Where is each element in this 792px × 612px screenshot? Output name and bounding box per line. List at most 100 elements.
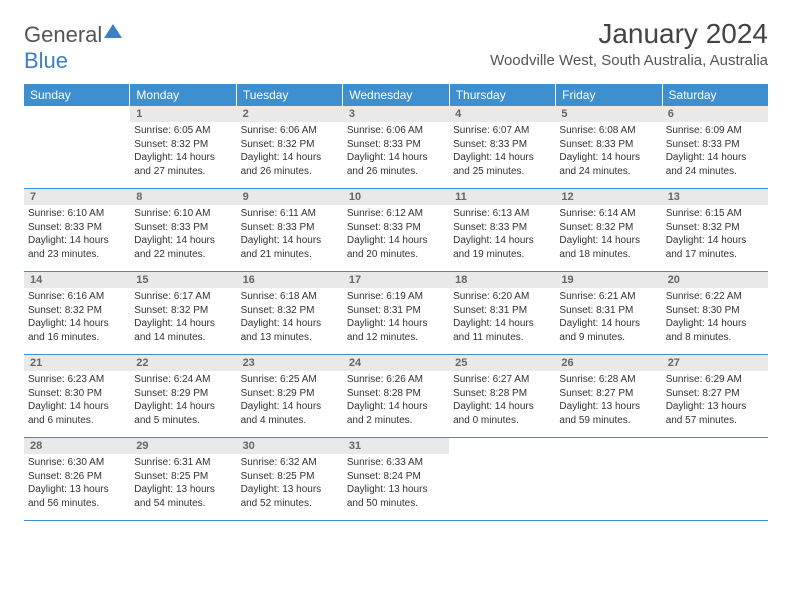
day-details: Sunrise: 6:21 AMSunset: 8:31 PMDaylight:…: [555, 288, 661, 348]
day-cell: 28Sunrise: 6:30 AMSunset: 8:26 PMDayligh…: [24, 438, 130, 520]
day-details: Sunrise: 6:32 AMSunset: 8:25 PMDaylight:…: [237, 454, 343, 514]
day-details: Sunrise: 6:24 AMSunset: 8:29 PMDaylight:…: [130, 371, 236, 431]
day-details: Sunrise: 6:07 AMSunset: 8:33 PMDaylight:…: [449, 122, 555, 182]
week-row: 28Sunrise: 6:30 AMSunset: 8:26 PMDayligh…: [24, 438, 768, 521]
day-details: Sunrise: 6:08 AMSunset: 8:33 PMDaylight:…: [555, 122, 661, 182]
day-cell: 11Sunrise: 6:13 AMSunset: 8:33 PMDayligh…: [449, 189, 555, 271]
day-cell: 13Sunrise: 6:15 AMSunset: 8:32 PMDayligh…: [662, 189, 768, 271]
day-details: Sunrise: 6:06 AMSunset: 8:33 PMDaylight:…: [343, 122, 449, 182]
day-number: 10: [343, 189, 449, 205]
day-cell: [662, 438, 768, 520]
day-number: 11: [449, 189, 555, 205]
day-details: Sunrise: 6:33 AMSunset: 8:24 PMDaylight:…: [343, 454, 449, 514]
day-cell: 5Sunrise: 6:08 AMSunset: 8:33 PMDaylight…: [555, 106, 661, 188]
day-details: Sunrise: 6:25 AMSunset: 8:29 PMDaylight:…: [237, 371, 343, 431]
day-number: 23: [237, 355, 343, 371]
day-number: 27: [662, 355, 768, 371]
day-cell: 15Sunrise: 6:17 AMSunset: 8:32 PMDayligh…: [130, 272, 236, 354]
day-number: 25: [449, 355, 555, 371]
day-number: 13: [662, 189, 768, 205]
day-cell: 2Sunrise: 6:06 AMSunset: 8:32 PMDaylight…: [237, 106, 343, 188]
day-details: Sunrise: 6:15 AMSunset: 8:32 PMDaylight:…: [662, 205, 768, 265]
day-details: Sunrise: 6:20 AMSunset: 8:31 PMDaylight:…: [449, 288, 555, 348]
day-number: 31: [343, 438, 449, 454]
title-block: January 2024 Woodville West, South Austr…: [490, 18, 768, 69]
day-cell: 23Sunrise: 6:25 AMSunset: 8:29 PMDayligh…: [237, 355, 343, 437]
day-details: Sunrise: 6:10 AMSunset: 8:33 PMDaylight:…: [24, 205, 130, 265]
day-cell: [555, 438, 661, 520]
day-details: Sunrise: 6:12 AMSunset: 8:33 PMDaylight:…: [343, 205, 449, 265]
day-number: 17: [343, 272, 449, 288]
day-details: Sunrise: 6:23 AMSunset: 8:30 PMDaylight:…: [24, 371, 130, 431]
logo-word1: General: [24, 22, 102, 47]
day-header-row: SundayMondayTuesdayWednesdayThursdayFrid…: [24, 84, 768, 106]
day-details: Sunrise: 6:31 AMSunset: 8:25 PMDaylight:…: [130, 454, 236, 514]
day-cell: 30Sunrise: 6:32 AMSunset: 8:25 PMDayligh…: [237, 438, 343, 520]
day-cell: 9Sunrise: 6:11 AMSunset: 8:33 PMDaylight…: [237, 189, 343, 271]
day-number: 3: [343, 106, 449, 122]
day-cell: 25Sunrise: 6:27 AMSunset: 8:28 PMDayligh…: [449, 355, 555, 437]
day-number: 28: [24, 438, 130, 454]
day-cell: 20Sunrise: 6:22 AMSunset: 8:30 PMDayligh…: [662, 272, 768, 354]
day-details: Sunrise: 6:10 AMSunset: 8:33 PMDaylight:…: [130, 205, 236, 265]
day-number: 20: [662, 272, 768, 288]
day-details: Sunrise: 6:30 AMSunset: 8:26 PMDaylight:…: [24, 454, 130, 514]
day-number: 6: [662, 106, 768, 122]
day-cell: 3Sunrise: 6:06 AMSunset: 8:33 PMDaylight…: [343, 106, 449, 188]
day-cell: 22Sunrise: 6:24 AMSunset: 8:29 PMDayligh…: [130, 355, 236, 437]
day-cell: 14Sunrise: 6:16 AMSunset: 8:32 PMDayligh…: [24, 272, 130, 354]
day-details: Sunrise: 6:13 AMSunset: 8:33 PMDaylight:…: [449, 205, 555, 265]
day-number: 30: [237, 438, 343, 454]
day-details: Sunrise: 6:22 AMSunset: 8:30 PMDaylight:…: [662, 288, 768, 348]
page-header: General Blue January 2024 Woodville West…: [24, 18, 768, 74]
day-header: Wednesday: [343, 84, 449, 106]
day-cell: 31Sunrise: 6:33 AMSunset: 8:24 PMDayligh…: [343, 438, 449, 520]
logo: General Blue: [24, 18, 122, 74]
day-header: Monday: [130, 84, 236, 106]
day-details: Sunrise: 6:19 AMSunset: 8:31 PMDaylight:…: [343, 288, 449, 348]
day-cell: [449, 438, 555, 520]
day-cell: 19Sunrise: 6:21 AMSunset: 8:31 PMDayligh…: [555, 272, 661, 354]
day-header: Tuesday: [237, 84, 343, 106]
day-details: Sunrise: 6:28 AMSunset: 8:27 PMDaylight:…: [555, 371, 661, 431]
day-cell: 12Sunrise: 6:14 AMSunset: 8:32 PMDayligh…: [555, 189, 661, 271]
week-row: 7Sunrise: 6:10 AMSunset: 8:33 PMDaylight…: [24, 189, 768, 272]
calendar: SundayMondayTuesdayWednesdayThursdayFrid…: [24, 84, 768, 521]
day-number: 18: [449, 272, 555, 288]
day-cell: 16Sunrise: 6:18 AMSunset: 8:32 PMDayligh…: [237, 272, 343, 354]
day-number: [555, 438, 661, 454]
day-number: 7: [24, 189, 130, 205]
day-details: Sunrise: 6:27 AMSunset: 8:28 PMDaylight:…: [449, 371, 555, 431]
day-number: [449, 438, 555, 454]
day-number: 14: [24, 272, 130, 288]
week-row: 14Sunrise: 6:16 AMSunset: 8:32 PMDayligh…: [24, 272, 768, 355]
month-title: January 2024: [490, 18, 768, 50]
day-number: 8: [130, 189, 236, 205]
day-number: 24: [343, 355, 449, 371]
day-header: Thursday: [450, 84, 556, 106]
day-details: Sunrise: 6:11 AMSunset: 8:33 PMDaylight:…: [237, 205, 343, 265]
location-text: Woodville West, South Australia, Austral…: [490, 52, 768, 69]
day-number: 12: [555, 189, 661, 205]
day-number: [662, 438, 768, 454]
day-cell: 1Sunrise: 6:05 AMSunset: 8:32 PMDaylight…: [130, 106, 236, 188]
day-header: Saturday: [663, 84, 768, 106]
day-number: 16: [237, 272, 343, 288]
logo-word2: Blue: [24, 48, 68, 73]
day-number: 22: [130, 355, 236, 371]
day-details: Sunrise: 6:06 AMSunset: 8:32 PMDaylight:…: [237, 122, 343, 182]
day-cell: 8Sunrise: 6:10 AMSunset: 8:33 PMDaylight…: [130, 189, 236, 271]
week-row: 1Sunrise: 6:05 AMSunset: 8:32 PMDaylight…: [24, 106, 768, 189]
day-cell: 7Sunrise: 6:10 AMSunset: 8:33 PMDaylight…: [24, 189, 130, 271]
day-cell: 26Sunrise: 6:28 AMSunset: 8:27 PMDayligh…: [555, 355, 661, 437]
day-details: Sunrise: 6:09 AMSunset: 8:33 PMDaylight:…: [662, 122, 768, 182]
day-cell: 6Sunrise: 6:09 AMSunset: 8:33 PMDaylight…: [662, 106, 768, 188]
day-cell: 21Sunrise: 6:23 AMSunset: 8:30 PMDayligh…: [24, 355, 130, 437]
day-number: 1: [130, 106, 236, 122]
day-cell: [24, 106, 130, 188]
day-number: [24, 106, 130, 122]
day-header: Friday: [556, 84, 662, 106]
day-details: Sunrise: 6:17 AMSunset: 8:32 PMDaylight:…: [130, 288, 236, 348]
day-number: 15: [130, 272, 236, 288]
day-number: 26: [555, 355, 661, 371]
